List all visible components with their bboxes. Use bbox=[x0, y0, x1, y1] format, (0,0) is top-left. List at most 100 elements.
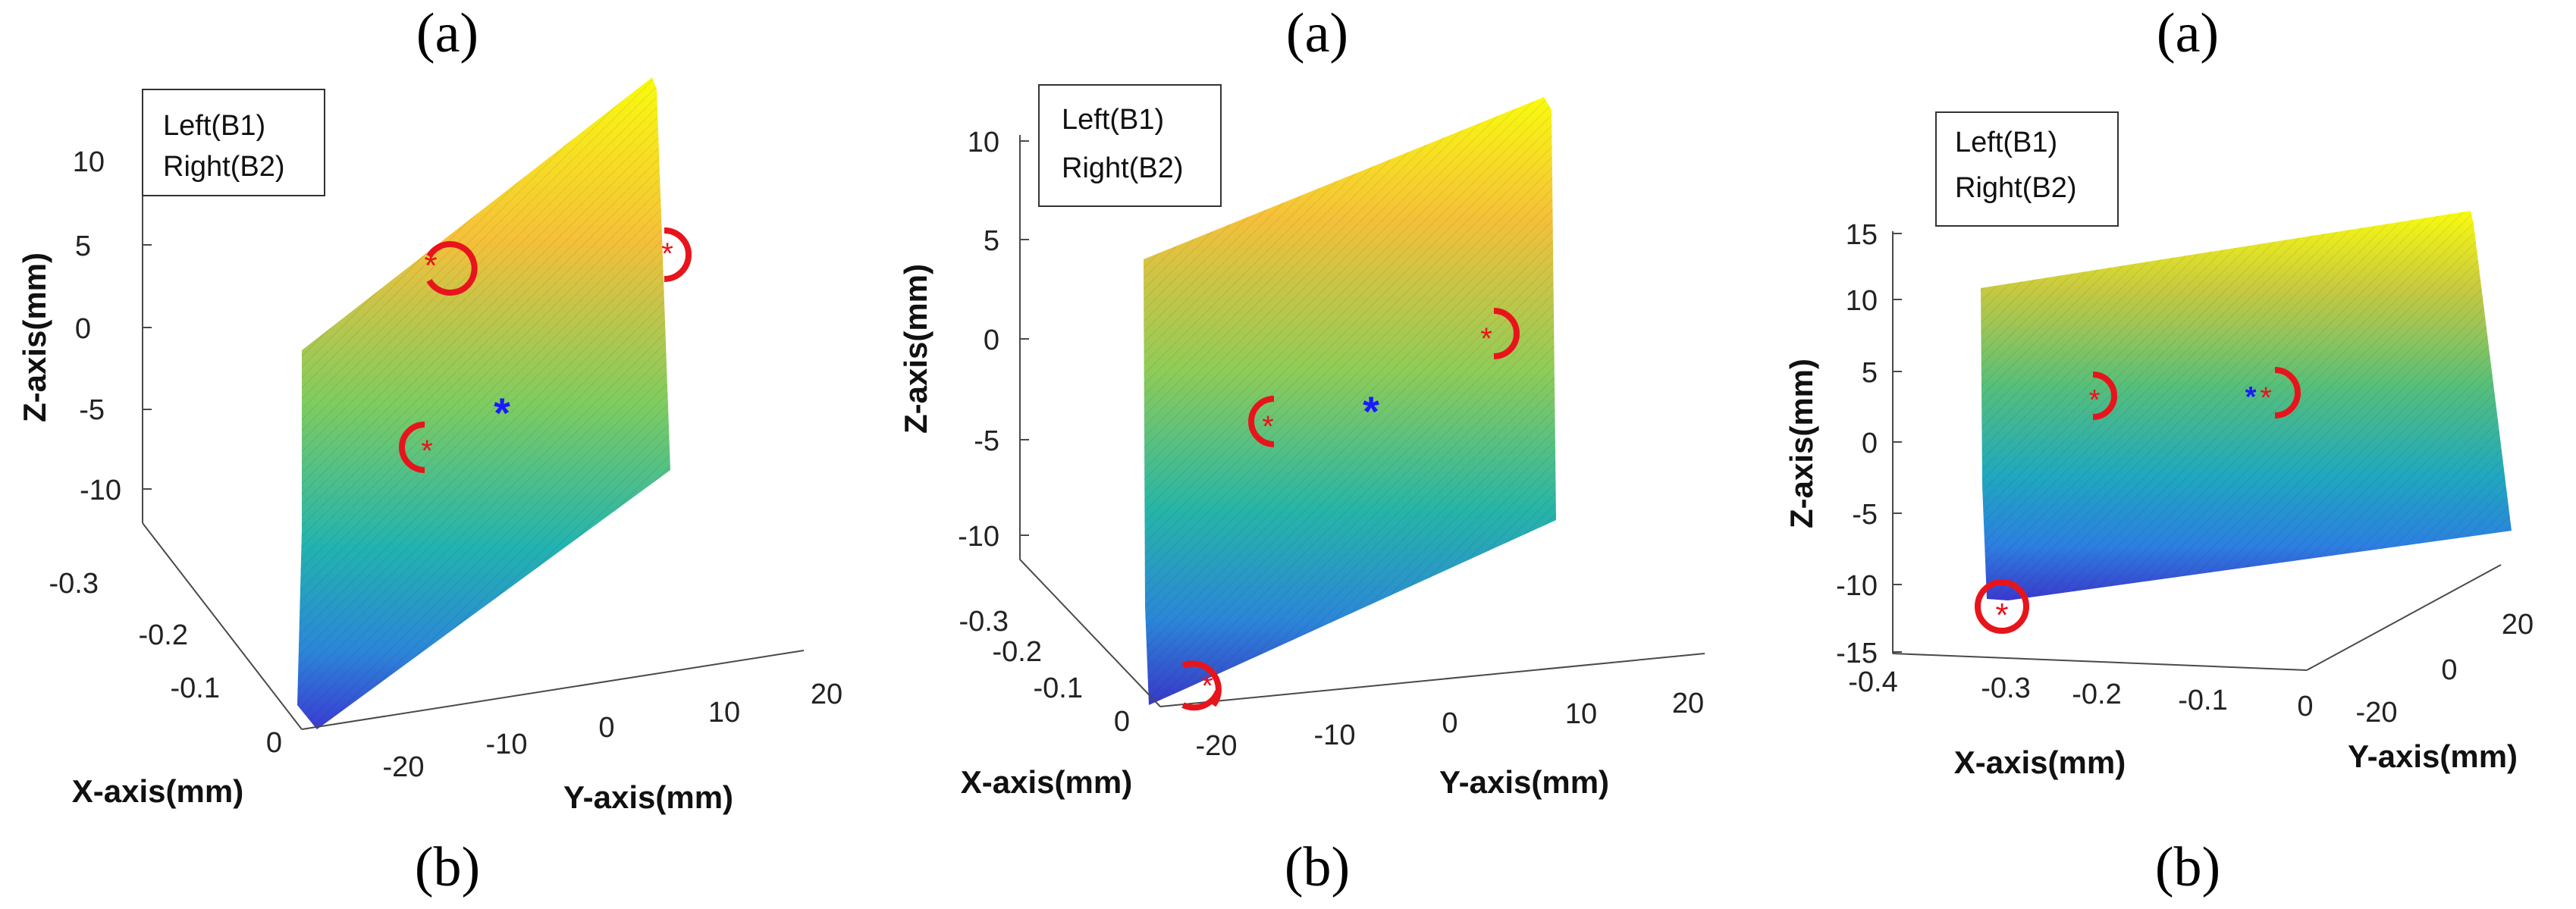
panel-2-z-ticks: 10 5 0 -5 -10 bbox=[958, 127, 1029, 553]
panel-2-z-label: Z-axis(mm) bbox=[898, 264, 933, 434]
panel-3-y-tick: 0 bbox=[2441, 654, 2457, 686]
panel-1-x-tick: -0.1 bbox=[171, 672, 220, 704]
panel-3-z-tick: -10 bbox=[1836, 570, 1878, 602]
panel-3-y-tick: 20 bbox=[2502, 609, 2534, 641]
panel-2-y-tick: 10 bbox=[1565, 698, 1597, 730]
panel-3-top-label: (a) bbox=[2157, 2, 2219, 64]
panel-1-top-label: (a) bbox=[416, 2, 478, 64]
panel-3-x-tick: -0.1 bbox=[2178, 685, 2227, 716]
panel-2-marker-b1-lower: * bbox=[1181, 660, 1222, 711]
panel-1-z-tick: -5 bbox=[79, 394, 105, 426]
panel-1-x-axis bbox=[142, 522, 303, 730]
panel-3-marker-b2: * bbox=[2260, 367, 2301, 418]
svg-text:*: * bbox=[1995, 597, 2008, 634]
svg-text:*: * bbox=[2089, 384, 2101, 416]
panel-2-x-tick: -0.3 bbox=[959, 606, 1009, 638]
panel-1-y-ticks: -20 -10 0 10 20 bbox=[383, 679, 843, 783]
panel-1-surface-mesh bbox=[297, 77, 670, 729]
panel-1-legend-b1: Left(B1) bbox=[163, 110, 265, 142]
panel-1-marker-reference: * bbox=[494, 389, 510, 437]
panel-3-x-tick: -0.2 bbox=[2072, 679, 2121, 710]
panel-3-legend-b1: Left(B1) bbox=[1955, 127, 2057, 158]
panel-2-x-tick: -0.2 bbox=[993, 636, 1042, 668]
panel-2-y-label: Y-axis(mm) bbox=[1439, 764, 1609, 800]
panel-1-x-label: X-axis(mm) bbox=[72, 773, 243, 809]
panel-2-x-axis bbox=[1019, 559, 1161, 707]
panel-2-y-tick: 20 bbox=[1672, 688, 1704, 719]
panel-3-x-ticks: -0.4 -0.3 -0.2 -0.1 0 bbox=[1848, 666, 2313, 722]
panel-2-marker-reference: * bbox=[1363, 387, 1379, 435]
panel-3-z-tick: 10 bbox=[1846, 285, 1878, 317]
panel-2-legend-b1: Left(B1) bbox=[1062, 104, 1164, 136]
panel-2: (a) (b) 10 5 0 -5 -10 Z-axis(mm) -0.3 -0… bbox=[898, 2, 1705, 898]
panel-3: (a) (b) 15 10 5 0 -5 -10 -15 Z-axis(mm) … bbox=[1784, 2, 2534, 898]
panel-3-x-axis bbox=[1892, 653, 2308, 671]
svg-text:*: * bbox=[661, 237, 673, 271]
panel-2-marker-b2: * bbox=[1480, 308, 1520, 359]
panel-1-y-tick: 20 bbox=[811, 679, 842, 710]
panel-2-x-tick: -0.1 bbox=[1034, 672, 1083, 704]
panel-1-x-ticks: -0.3 -0.2 -0.1 0 bbox=[49, 568, 282, 759]
svg-text:*: * bbox=[424, 247, 437, 284]
panel-1-x-tick: -0.3 bbox=[49, 568, 99, 600]
panel-2-x-tick: 0 bbox=[1114, 706, 1130, 738]
panel-2-top-label: (a) bbox=[1286, 2, 1348, 64]
panel-1-x-tick: 0 bbox=[266, 727, 282, 759]
panel-3-z-label: Z-axis(mm) bbox=[1784, 359, 1819, 528]
svg-text:*: * bbox=[1480, 322, 1492, 356]
svg-text:*: * bbox=[2260, 381, 2272, 415]
panel-3-y-axis bbox=[2306, 564, 2502, 671]
panel-2-y-tick: -20 bbox=[1196, 730, 1238, 762]
panel-3-z-ticks: 15 10 5 0 -5 -10 -15 bbox=[1836, 219, 1902, 669]
panel-1-y-tick: -10 bbox=[486, 729, 528, 760]
panel-1-z-tick: 5 bbox=[75, 230, 91, 262]
panel-2-marker-b1: * bbox=[1248, 396, 1275, 447]
panel-3-z-tick: 0 bbox=[1862, 428, 1878, 459]
panel-3-y-tick: -20 bbox=[2356, 697, 2398, 729]
panel-1-y-label: Y-axis(mm) bbox=[563, 779, 733, 815]
panel-1-legend: Left(B1) Right(B2) bbox=[142, 89, 325, 196]
panel-1-legend-b2: Right(B2) bbox=[163, 151, 285, 183]
panel-1-marker-b2: * bbox=[661, 227, 692, 282]
panel-2-y-tick: -10 bbox=[1314, 719, 1356, 751]
panel-3-y-label: Y-axis(mm) bbox=[2348, 738, 2518, 774]
panel-2-z-tick: 0 bbox=[984, 324, 999, 356]
panel-3-marker-b1-lower: * bbox=[1975, 579, 2029, 634]
panel-2-z-tick: 5 bbox=[984, 225, 999, 257]
panel-2-legend-b2: Right(B2) bbox=[1062, 152, 1184, 184]
panel-2-bottom-label: (b) bbox=[1285, 836, 1350, 898]
panel-2-x-label: X-axis(mm) bbox=[961, 764, 1132, 800]
panel-1-y-tick: 10 bbox=[708, 697, 740, 729]
panel-1-y-tick: -20 bbox=[383, 751, 425, 783]
panel-1-z-label: Z-axis(mm) bbox=[17, 252, 52, 422]
panel-1: (a) (b) 10 5 0 -5 -10 Z-axis(mm) -0.3 -0… bbox=[17, 2, 842, 898]
panel-2-y-axis bbox=[1159, 653, 1705, 707]
panel-1-marker-b1-upper: * bbox=[424, 241, 478, 296]
panel-3-x-tick: -0.3 bbox=[1981, 672, 2030, 704]
panel-3-x-tick: -0.4 bbox=[1848, 666, 1897, 698]
panel-3-legend: Left(B1) Right(B2) bbox=[1935, 111, 2119, 227]
panel-2-y-tick: 0 bbox=[1442, 707, 1457, 739]
panel-2-legend: Left(B1) Right(B2) bbox=[1038, 84, 1222, 207]
panel-1-marker-b1-lower: * bbox=[399, 422, 433, 473]
panel-3-z-tick: 5 bbox=[1862, 357, 1878, 389]
svg-text:*: * bbox=[421, 434, 433, 468]
panel-2-surface-mesh bbox=[1144, 97, 1556, 705]
panel-3-z-tick: 15 bbox=[1846, 219, 1878, 251]
panel-3-z-tick: -15 bbox=[1836, 638, 1878, 669]
panel-3-x-tick: 0 bbox=[2297, 691, 2313, 722]
panel-2-z-tick: -5 bbox=[974, 425, 999, 457]
panel-1-bottom-label: (b) bbox=[415, 836, 480, 898]
panel-3-legend-b2: Right(B2) bbox=[1955, 172, 2077, 204]
svg-text:*: * bbox=[1201, 669, 1213, 703]
panel-2-z-tick: -10 bbox=[958, 521, 999, 553]
panel-1-y-axis bbox=[301, 650, 805, 730]
panel-1-z-ticks: 10 5 0 -5 -10 bbox=[73, 146, 152, 506]
panel-1-z-tick: -10 bbox=[80, 475, 121, 506]
panel-3-bottom-label: (b) bbox=[2155, 836, 2220, 898]
panel-2-z-tick: 10 bbox=[968, 127, 999, 158]
panel-3-surface-mesh bbox=[1981, 211, 2512, 600]
panel-3-marker-b1: * bbox=[2089, 371, 2117, 420]
panel-3-x-label: X-axis(mm) bbox=[1954, 744, 2126, 780]
